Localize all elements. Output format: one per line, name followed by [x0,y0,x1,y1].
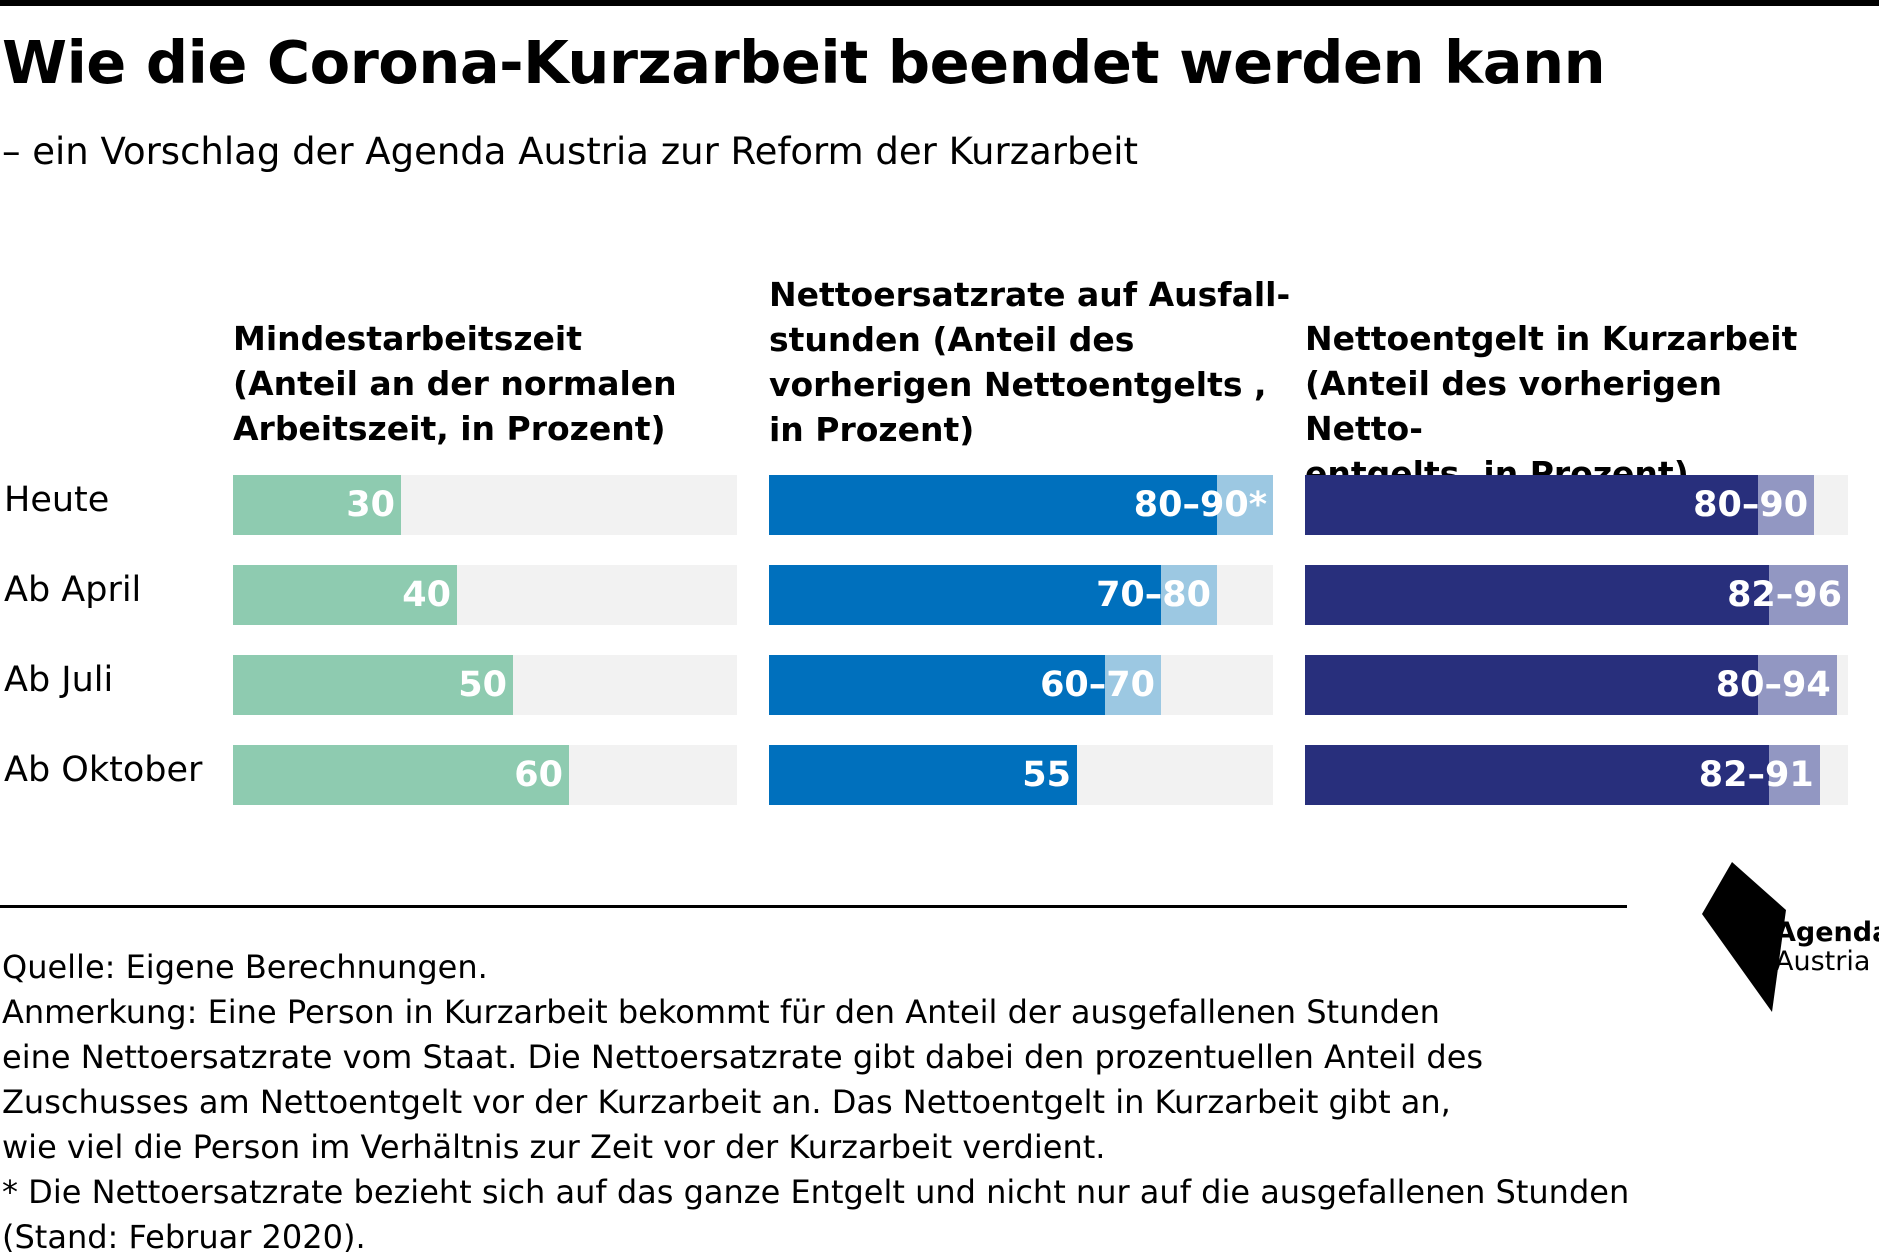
bar-base [1305,565,1769,625]
bar-track: 82–96 [1305,565,1848,625]
bar-track: 60–70 [769,655,1273,715]
notes: Quelle: Eigene Berechnungen. Anmerkung: … [2,945,1629,1260]
bar-value-label: 82–96 [1727,575,1842,615]
bar-value-label: 80–90* [1133,485,1267,525]
chart-title: Wie die Corona-Kurzarbeit beendet werden… [2,28,1606,97]
bar-value-label: 60 [514,755,563,795]
bar-track: 70–80 [769,565,1273,625]
bar-value-label: 55 [1022,755,1071,795]
bar-base [769,655,1105,715]
bar-value-label: 82–91 [1698,755,1814,795]
bar-value-label: 60–70 [1040,665,1155,705]
note-line: wie viel die Person im Verhältnis zur Ze… [2,1128,1106,1166]
note-date: (Stand: Februar 2020). [2,1218,366,1256]
bar-track: 30 [233,475,737,535]
note-line: Zuschusses am Nettoentgelt vor der Kurza… [2,1083,1451,1121]
bar-track: 50 [233,655,737,715]
bar-track: 55 [769,745,1273,805]
bar-base [233,565,457,625]
bar-base [769,475,1217,535]
bar-base [1305,655,1758,715]
row-label-heute: Heute [4,480,110,520]
row-label-ab-oktober: Ab Oktober [4,750,203,790]
bar-track: 80–90 [1305,475,1848,535]
top-rule [0,0,1879,6]
chart-subtitle: – ein Vorschlag der Agenda Austria zur R… [2,130,1139,173]
note-line: eine Nettoersatzrate vom Staat. Die Nett… [2,1038,1484,1076]
bar-base [1305,475,1758,535]
bar-value-label: 80–94 [1715,665,1831,705]
note-line: Anmerkung: Eine Person in Kurzarbeit bek… [2,993,1440,1031]
bar-value-label: 50 [458,665,507,705]
logo-text-agenda: Agenda [1775,917,1879,948]
bar-base [233,475,401,535]
bar-track: 80–90* [769,475,1273,535]
agenda-austria-logo-icon [1702,862,1786,1012]
bar-track: 82–91 [1305,745,1848,805]
panel-3-title: Nettoentgelt in Kurzarbeit (Anteil des v… [1305,319,1798,493]
bar-base [1305,745,1769,805]
panel-1-title: Mindestarbeitszeit (Anteil an der normal… [233,319,677,448]
row-label-ab-april: Ab April [4,570,142,610]
bottom-rule [0,905,1627,908]
logo-text-austria: Austria [1775,946,1871,977]
bar-base [769,565,1161,625]
note-footnote: * Die Nettoersatzrate bezieht sich auf d… [2,1173,1630,1211]
bar-value-label: 40 [402,575,451,615]
bar-value-label: 80–90 [1693,485,1809,525]
bar-track: 60 [233,745,737,805]
bar-value-label: 70–80 [1096,575,1211,615]
bar-base [233,655,513,715]
bar-track: 80–94 [1305,655,1848,715]
bar-base [769,745,1077,805]
row-label-ab-juli: Ab Juli [4,660,114,700]
bar-base [233,745,569,805]
panel-2-title: Nettoersatzrate auf Ausfall- stunden (An… [769,275,1291,449]
note-source: Quelle: Eigene Berechnungen. [2,948,488,986]
bar-track: 40 [233,565,737,625]
bar-value-label: 30 [346,485,395,525]
